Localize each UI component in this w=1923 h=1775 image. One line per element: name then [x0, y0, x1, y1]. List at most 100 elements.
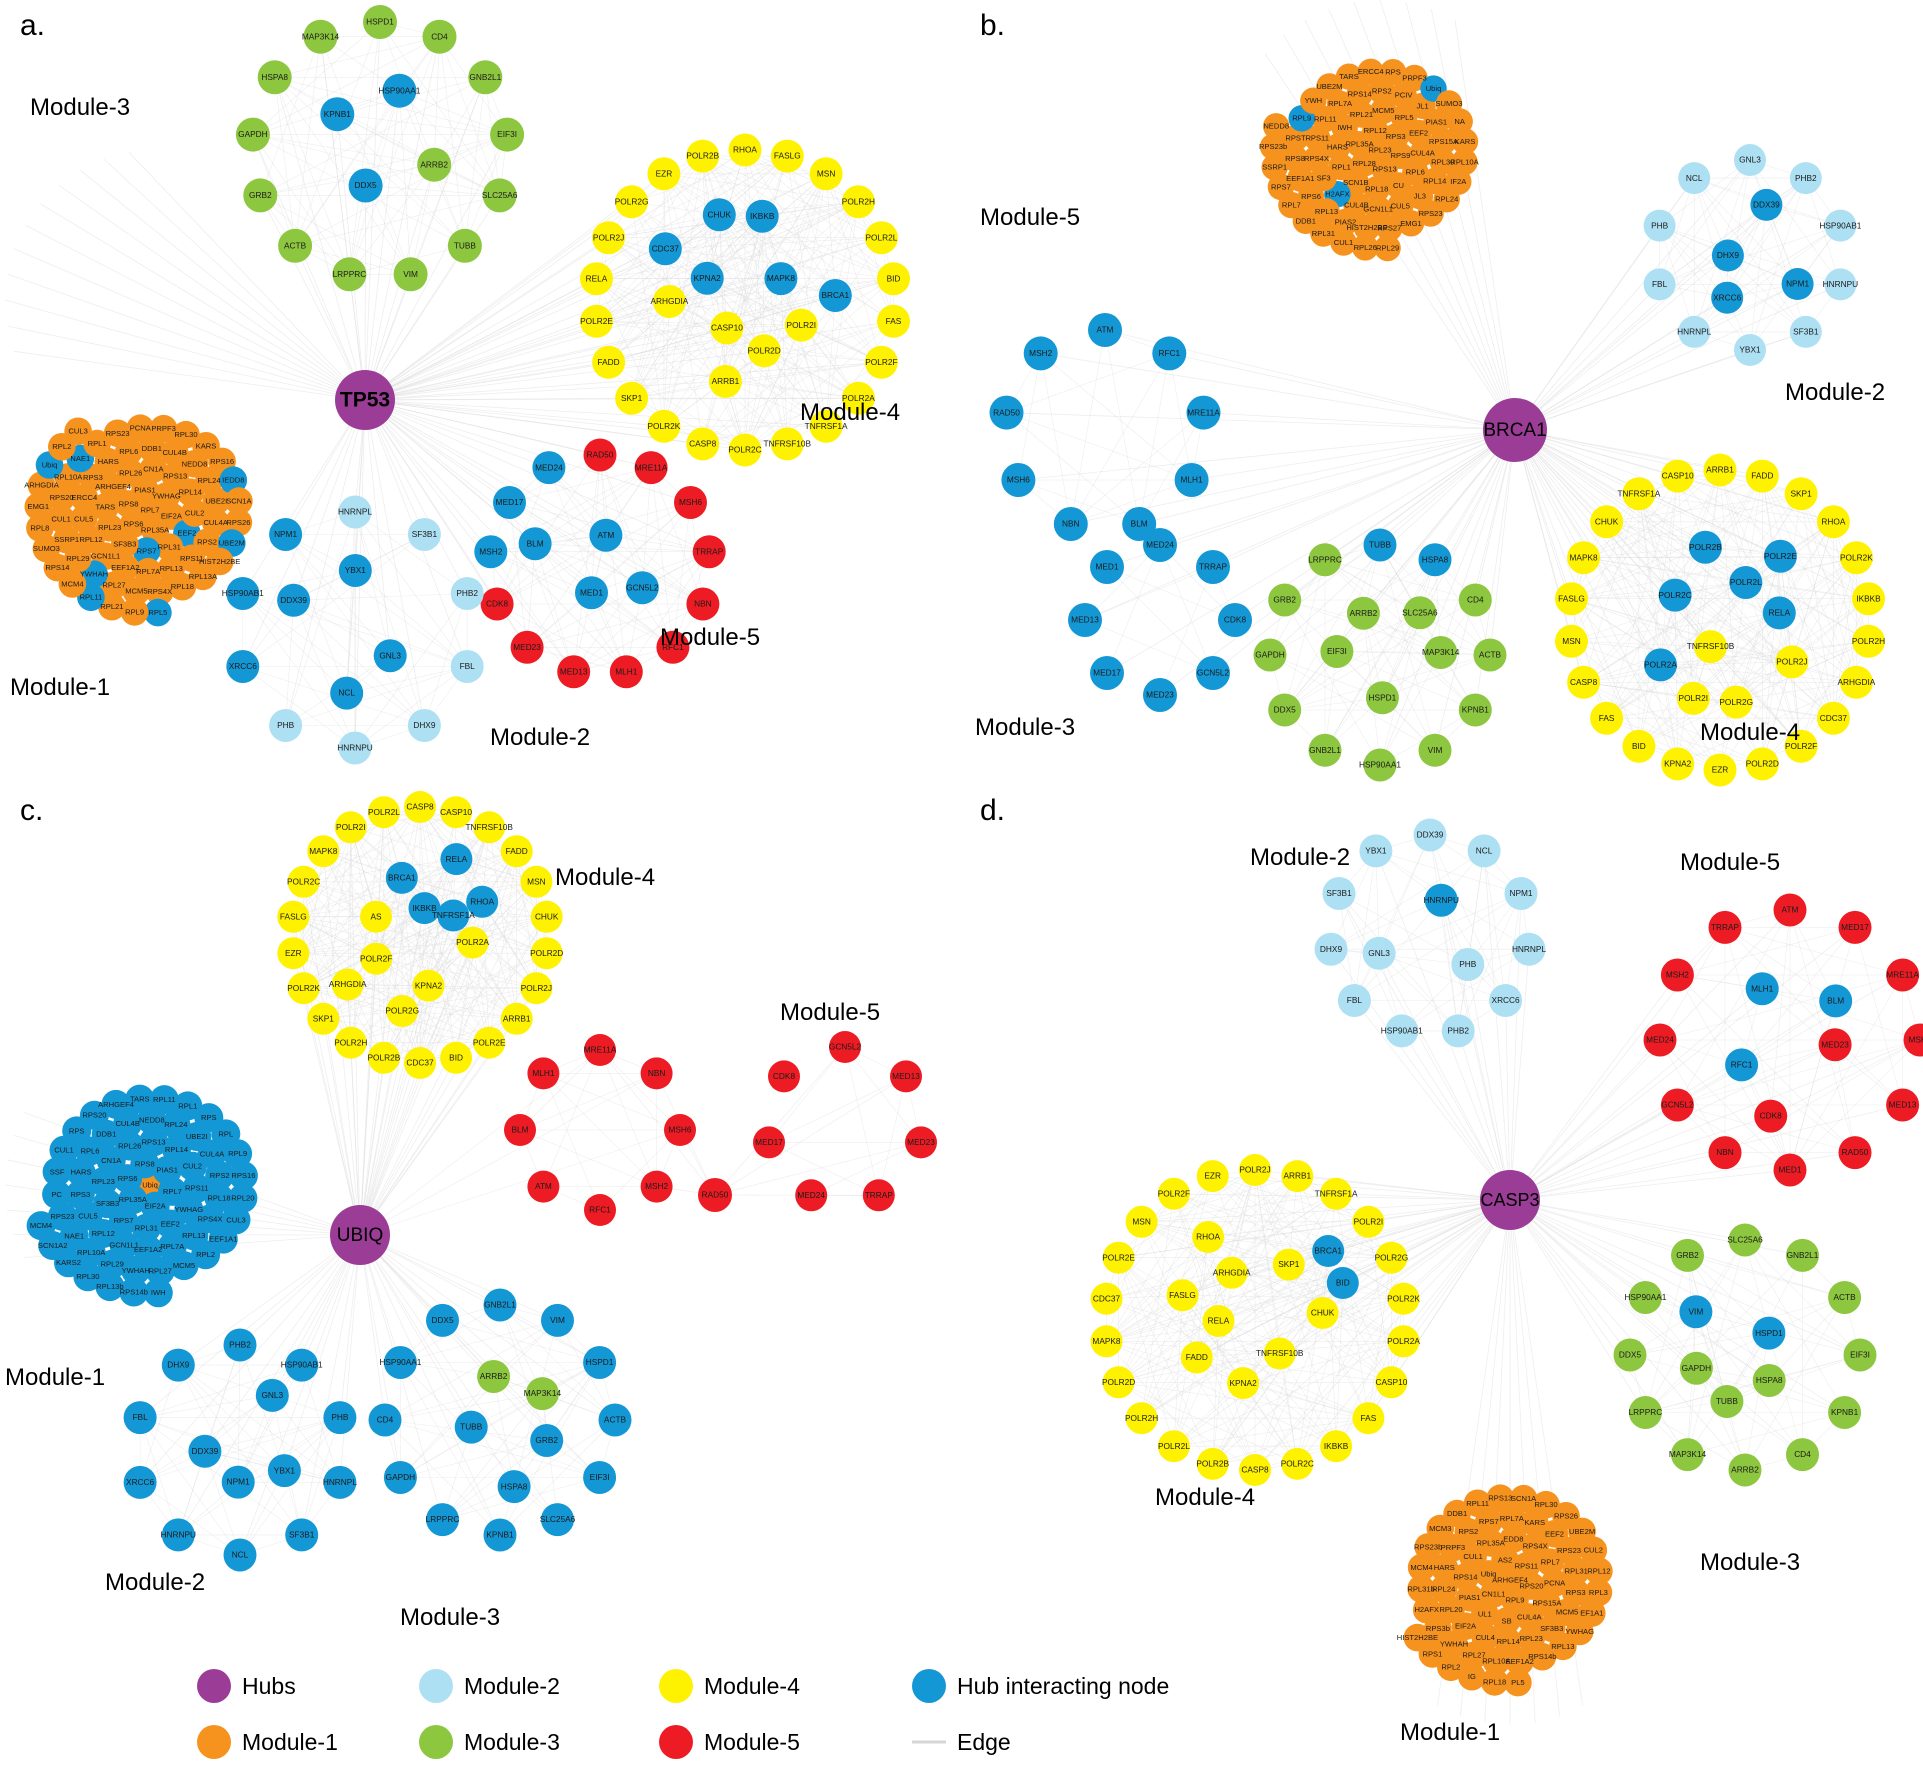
svg-text:RPS3: RPS3 [83, 473, 103, 482]
svg-text:CDC37: CDC37 [652, 244, 680, 254]
svg-text:EIF3I: EIF3I [497, 129, 517, 139]
svg-text:DHX9: DHX9 [1320, 944, 1343, 954]
svg-text:MCM5: MCM5 [173, 1261, 195, 1270]
svg-text:RPL12: RPL12 [1364, 126, 1387, 135]
svg-text:SUMO3: SUMO3 [33, 544, 60, 553]
svg-text:ARHGEF4: ARHGEF4 [98, 1100, 134, 1109]
svg-text:CDC37: CDC37 [406, 1058, 434, 1068]
svg-text:MSH6: MSH6 [679, 497, 702, 507]
svg-text:POLR2C: POLR2C [728, 445, 761, 455]
svg-text:RPS7: RPS7 [1271, 182, 1291, 191]
svg-text:RPL7: RPL7 [1282, 201, 1301, 210]
svg-text:RFC1: RFC1 [589, 1205, 611, 1215]
svg-text:FBL: FBL [1347, 995, 1363, 1005]
svg-text:RPL13: RPL13 [182, 1231, 205, 1240]
svg-text:POLR2E: POLR2E [1764, 551, 1797, 561]
svg-text:POLR2G: POLR2G [1375, 1252, 1409, 1262]
svg-text:RPS8: RPS8 [119, 499, 139, 508]
svg-text:CN1L1: CN1L1 [1482, 1589, 1506, 1598]
svg-text:Hubs: Hubs [242, 1673, 296, 1699]
svg-text:RPS16: RPS16 [210, 457, 234, 466]
svg-text:TUBB: TUBB [454, 241, 477, 251]
svg-text:PHB: PHB [1459, 959, 1477, 969]
svg-text:HSPD1: HSPD1 [1755, 1328, 1783, 1338]
svg-text:POLR2J: POLR2J [521, 983, 552, 993]
svg-text:SUMO3: SUMO3 [1435, 99, 1462, 108]
svg-text:POLR2G: POLR2G [615, 196, 649, 206]
svg-text:TARS: TARS [96, 502, 116, 511]
svg-text:RPL27: RPL27 [102, 581, 125, 590]
svg-text:RPL2: RPL2 [1441, 1663, 1460, 1672]
svg-text:EEF2: EEF2 [161, 1219, 180, 1228]
svg-text:BLM: BLM [1131, 519, 1148, 529]
svg-text:MED24: MED24 [797, 1190, 825, 1200]
svg-text:ARRB2: ARRB2 [1731, 1465, 1759, 1475]
svg-text:CASP8: CASP8 [406, 802, 434, 812]
svg-text:CUL5: CUL5 [74, 515, 93, 524]
svg-text:POLR2A: POLR2A [456, 937, 489, 947]
svg-text:RPL29: RPL29 [66, 554, 89, 563]
svg-text:POLR2K: POLR2K [1840, 552, 1873, 562]
svg-text:MED23: MED23 [513, 642, 541, 652]
svg-text:MAP3K14: MAP3K14 [1422, 647, 1460, 657]
svg-text:MED13: MED13 [892, 1071, 920, 1081]
svg-text:HSP90AA1: HSP90AA1 [1359, 760, 1401, 770]
svg-text:RFC1: RFC1 [1731, 1060, 1753, 1070]
svg-text:RPL20: RPL20 [231, 1194, 254, 1203]
svg-text:SF3B3: SF3B3 [113, 539, 136, 548]
svg-text:RPL14: RPL14 [179, 488, 202, 497]
svg-text:PIAS1: PIAS1 [1459, 1593, 1481, 1602]
svg-text:SLC25A6: SLC25A6 [1727, 1235, 1763, 1245]
svg-text:LRPPRC: LRPPRC [426, 1514, 460, 1524]
svg-text:POLR2J: POLR2J [1776, 657, 1807, 667]
svg-text:EIF2A: EIF2A [161, 512, 183, 521]
svg-text:ARHGEF4: ARHGEF4 [95, 482, 131, 491]
svg-text:SSRP1: SSRP1 [54, 535, 79, 544]
svg-text:IF2A: IF2A [1450, 177, 1467, 186]
svg-text:SLC25A6: SLC25A6 [1402, 608, 1438, 618]
svg-text:TNFRSF10B: TNFRSF10B [1256, 1348, 1304, 1358]
svg-text:PC: PC [51, 1190, 62, 1199]
svg-text:RPL24: RPL24 [164, 1120, 187, 1129]
svg-text:GAPDH: GAPDH [1255, 650, 1285, 660]
svg-text:MCM5: MCM5 [1372, 106, 1394, 115]
svg-text:FADD: FADD [1186, 1352, 1208, 1362]
svg-text:RPS16: RPS16 [231, 1171, 255, 1180]
svg-text:RPS20: RPS20 [50, 493, 74, 502]
svg-text:RPL5: RPL5 [1395, 113, 1414, 122]
svg-text:RPS7: RPS7 [1479, 1517, 1499, 1526]
svg-text:POLR2F: POLR2F [865, 357, 897, 367]
svg-text:POLR2F: POLR2F [360, 953, 392, 963]
svg-text:SKP1: SKP1 [1790, 489, 1812, 499]
svg-text:CASP10: CASP10 [440, 807, 472, 817]
svg-text:EIF3I: EIF3I [1327, 646, 1347, 656]
svg-text:RPL24: RPL24 [1432, 1585, 1455, 1594]
svg-text:DDB1: DDB1 [1296, 216, 1316, 225]
svg-text:ACTB: ACTB [284, 241, 307, 251]
svg-text:POLR2I: POLR2I [1354, 1216, 1384, 1226]
svg-text:CUL2: CUL2 [185, 509, 204, 518]
svg-text:SSRP1: SSRP1 [1262, 163, 1287, 172]
svg-text:TNFRSF10B: TNFRSF10B [1687, 641, 1735, 651]
svg-text:UBE2M: UBE2M [219, 539, 245, 548]
svg-text:MRE11A: MRE11A [635, 462, 668, 472]
svg-text:ARRB1: ARRB1 [503, 1014, 531, 1024]
svg-text:KPNB1: KPNB1 [1462, 705, 1490, 715]
svg-text:POLR2I: POLR2I [1679, 693, 1709, 703]
svg-text:POLR2D: POLR2D [1746, 759, 1779, 769]
svg-text:PCNA: PCNA [1544, 1579, 1566, 1588]
svg-text:GNB2L1: GNB2L1 [484, 1300, 516, 1310]
svg-text:UBE2M: UBE2M [1569, 1527, 1595, 1536]
svg-text:RPS2: RPS2 [210, 1171, 230, 1180]
svg-text:DHX9: DHX9 [413, 720, 436, 730]
svg-text:YBX1: YBX1 [274, 1465, 296, 1475]
svg-text:GRB2: GRB2 [1273, 595, 1296, 605]
svg-text:CUL4B: CUL4B [115, 1119, 139, 1128]
svg-text:Module-3: Module-3 [30, 94, 130, 121]
svg-text:RPL10A: RPL10A [1450, 157, 1479, 166]
svg-text:TUBB: TUBB [1369, 540, 1392, 550]
svg-text:RPS23: RPS23 [106, 429, 130, 438]
svg-text:CUL1: CUL1 [1334, 238, 1353, 247]
svg-text:EZR: EZR [656, 169, 673, 179]
svg-text:XRCC6: XRCC6 [1713, 292, 1742, 302]
